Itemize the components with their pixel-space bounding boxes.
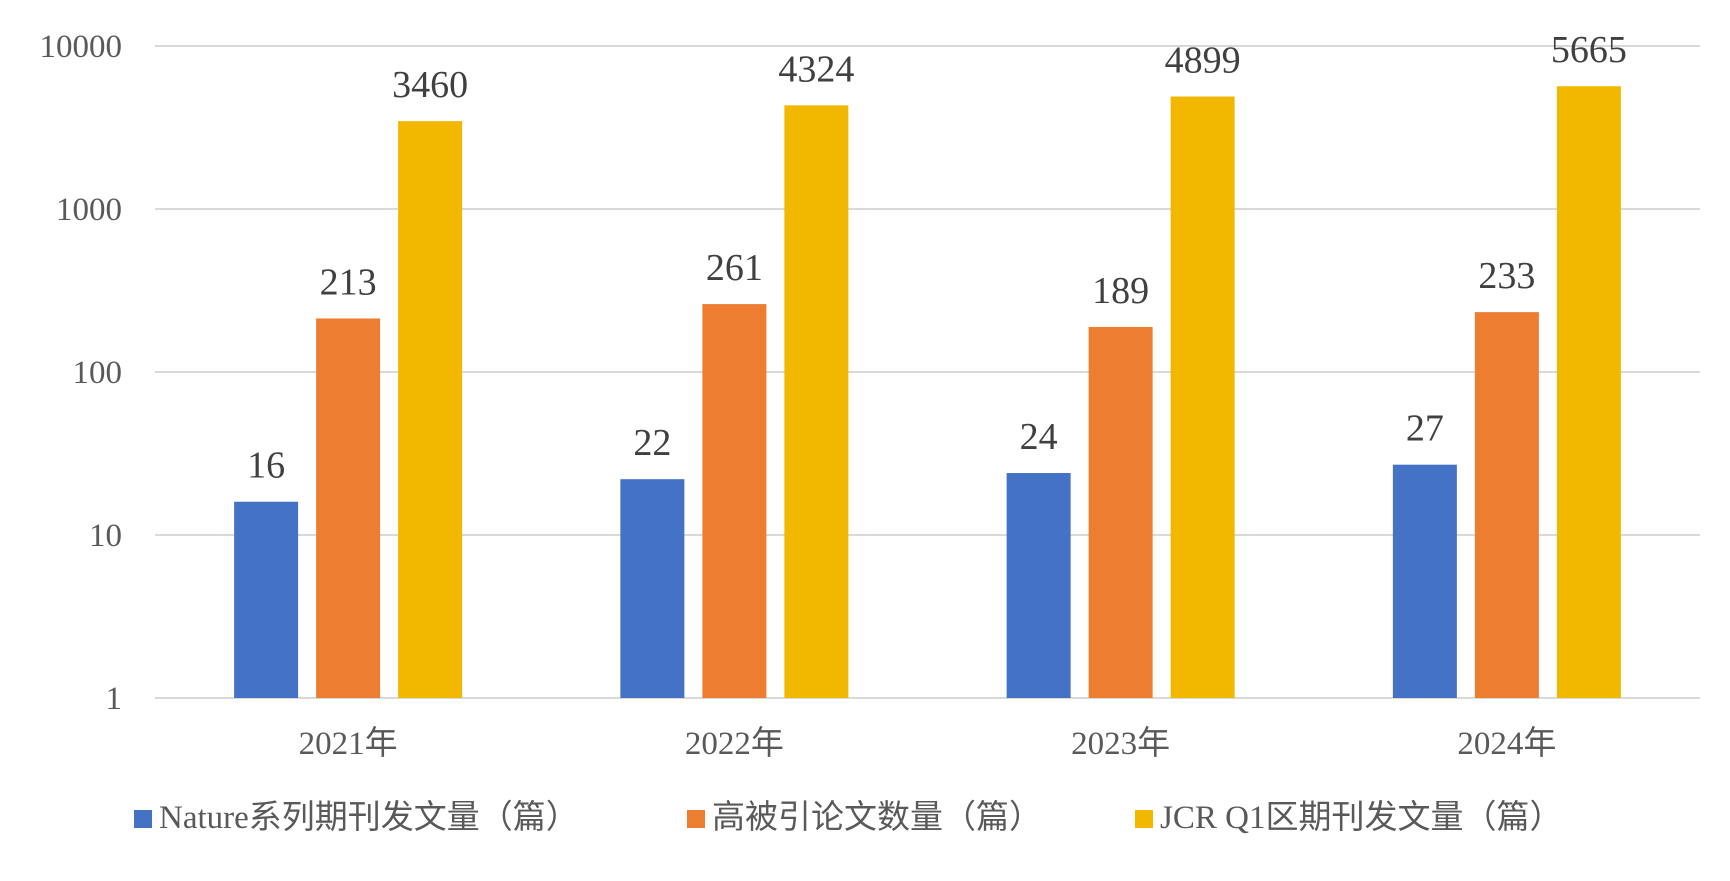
legend-label: 高被引论文数量（篇）: [712, 799, 1042, 836]
y-tick-label: 10000: [40, 29, 123, 65]
legend-swatch: [1135, 810, 1153, 828]
data-label: 233: [1478, 255, 1535, 297]
bar: [1088, 326, 1153, 698]
legend-swatch: [687, 810, 705, 828]
data-label: 4899: [1165, 40, 1241, 82]
bar: [1170, 96, 1235, 698]
x-tick-label: 2023年: [1071, 725, 1170, 762]
bar: [234, 501, 299, 698]
bar: [784, 105, 849, 698]
bar: [1556, 86, 1621, 699]
x-tick-label: 2022年: [685, 725, 784, 762]
bar: [702, 304, 767, 698]
y-tick-label: 100: [73, 355, 123, 391]
bar: [620, 479, 685, 698]
y-axis-ticks: 1 10 100 1000 10000: [40, 29, 123, 717]
data-label: 3460: [392, 64, 468, 106]
legend-label: Nature系列期刊发文量（篇）: [159, 799, 579, 836]
data-label: 27: [1406, 408, 1444, 450]
data-label: 189: [1092, 270, 1149, 312]
data-label: 213: [320, 261, 377, 303]
bar: [398, 121, 463, 698]
y-tick-label: 10: [89, 518, 122, 554]
data-label: 261: [706, 247, 763, 289]
bars: [234, 86, 1621, 699]
y-tick-label: 1000: [56, 192, 122, 228]
data-label: 24: [1020, 416, 1058, 458]
data-label: 4324: [778, 48, 854, 90]
data-label: 22: [633, 422, 671, 464]
x-tick-label: 2024年: [1457, 725, 1556, 762]
bar: [1006, 473, 1071, 698]
bar: [1474, 312, 1539, 698]
data-label: 16: [247, 445, 285, 487]
legend: Nature系列期刊发文量（篇） 高被引论文数量（篇） JCR Q1区期刊发文量（篇…: [134, 799, 1562, 836]
bar: [1392, 464, 1457, 698]
x-axis-categories: 2021年 2022年 2023年 2024年: [299, 725, 1557, 762]
bar: [316, 318, 381, 698]
data-label: 5665: [1551, 29, 1627, 71]
gridlines: [155, 45, 1700, 699]
legend-label: JCR Q1区期刊发文量（篇）: [1160, 799, 1562, 836]
y-tick-label: 1: [106, 681, 123, 717]
legend-swatch: [134, 810, 152, 828]
x-tick-label: 2021年: [299, 725, 398, 762]
data-labels: 16 213 3460 22 261 4324 24 189 4899 27 233 5665: [247, 29, 1627, 487]
